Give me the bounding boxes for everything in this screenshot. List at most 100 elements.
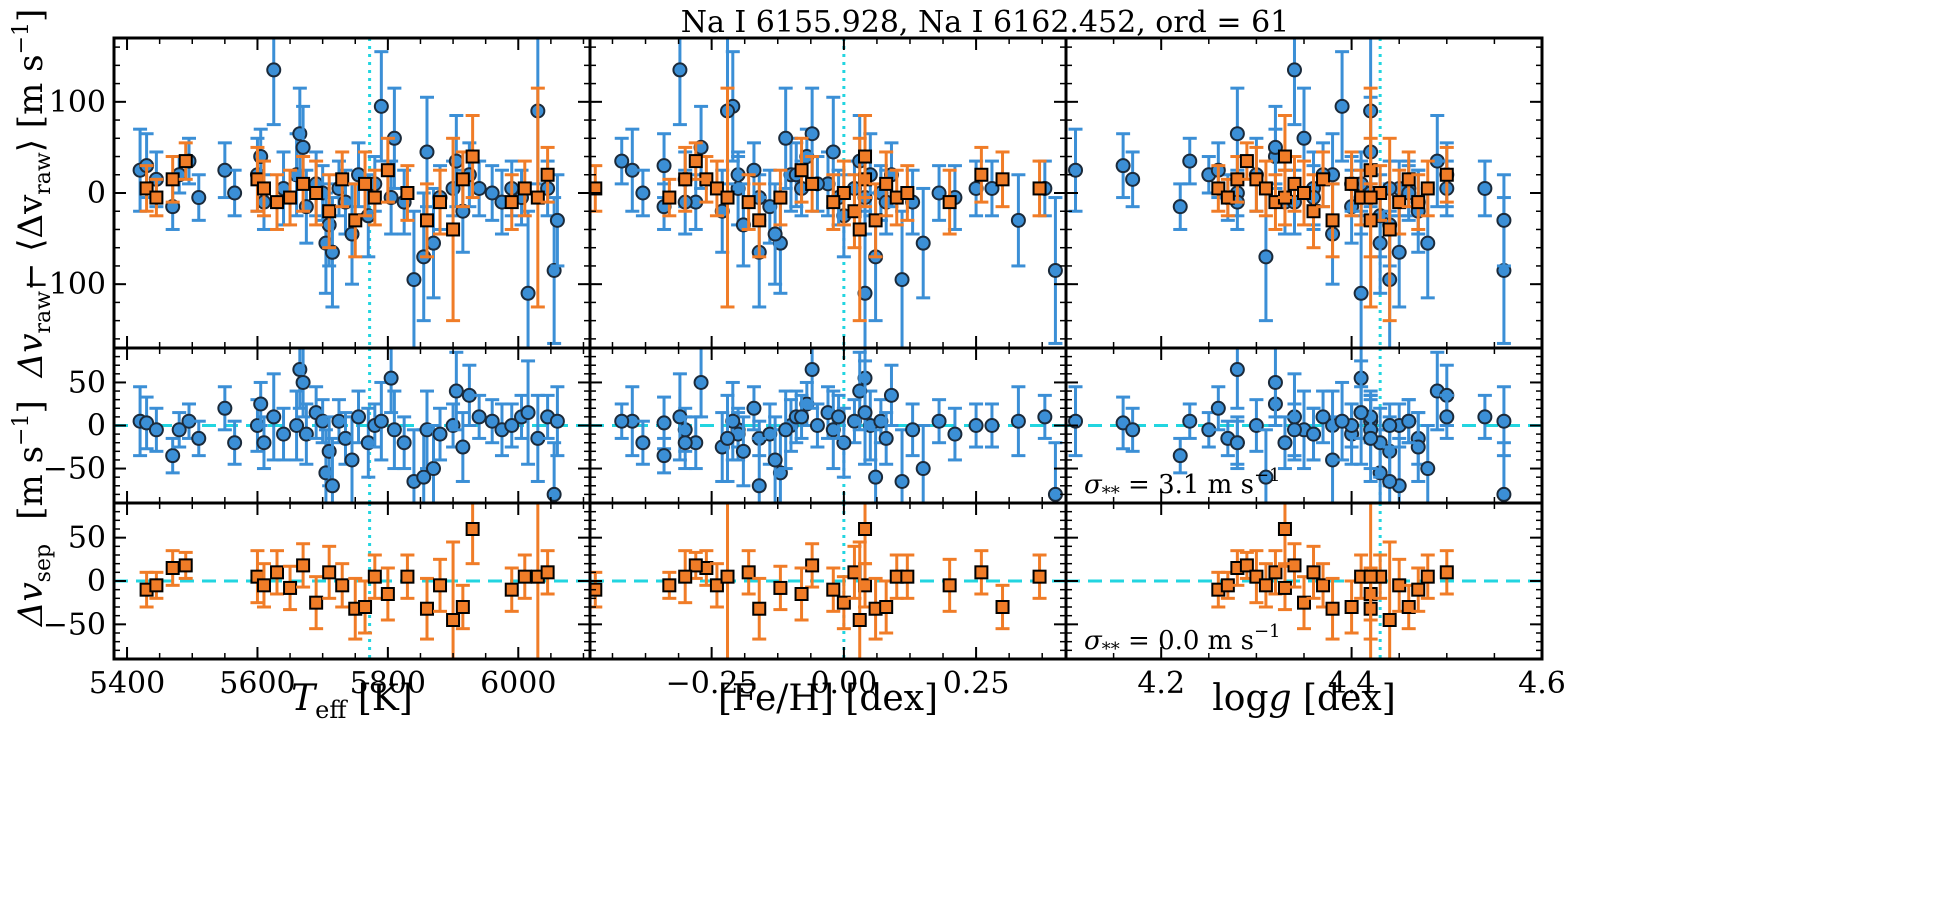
blue-point bbox=[878, 411, 894, 466]
circle-marker bbox=[720, 430, 736, 446]
square-marker bbox=[283, 580, 298, 595]
blue-point bbox=[530, 393, 546, 483]
panel-raw-logg bbox=[1064, 36, 1544, 350]
orange-point bbox=[419, 182, 434, 259]
circle-marker bbox=[1172, 199, 1188, 215]
blue-point bbox=[931, 398, 947, 445]
circle-marker bbox=[1334, 98, 1350, 114]
square-marker bbox=[419, 213, 434, 228]
orange-point bbox=[1249, 145, 1264, 213]
orange-point bbox=[1306, 544, 1321, 600]
blue-point bbox=[1315, 389, 1331, 445]
square-marker bbox=[805, 558, 820, 573]
blue-point bbox=[894, 428, 910, 503]
square-marker bbox=[504, 582, 519, 597]
y-tick-label: 0 bbox=[87, 564, 106, 599]
square-marker bbox=[995, 600, 1010, 614]
blue-point bbox=[295, 348, 311, 419]
panel-raw-feh bbox=[588, 36, 1068, 350]
circle-marker bbox=[614, 413, 630, 429]
x-label-feh: [Fe/H] [dex] bbox=[718, 678, 938, 719]
blue-point bbox=[266, 38, 282, 127]
orange-point bbox=[165, 549, 180, 587]
circle-marker bbox=[148, 422, 164, 438]
orange-point bbox=[1277, 503, 1292, 566]
plot-area bbox=[590, 38, 1063, 348]
circle-marker bbox=[1353, 405, 1369, 421]
square-marker bbox=[868, 213, 883, 228]
square-marker bbox=[678, 569, 693, 584]
square-marker bbox=[348, 213, 363, 228]
orange-point bbox=[741, 549, 756, 596]
blue-point bbox=[1382, 402, 1398, 449]
square-marker bbox=[1268, 565, 1283, 580]
blue-point bbox=[1125, 406, 1141, 453]
square-marker bbox=[149, 190, 164, 205]
blue-point bbox=[165, 436, 181, 475]
square-marker bbox=[688, 154, 703, 169]
x-tick-label: 6000 bbox=[480, 666, 556, 701]
square-marker bbox=[517, 181, 532, 196]
blue-point bbox=[883, 363, 899, 427]
blue-point bbox=[1267, 348, 1283, 419]
square-marker bbox=[419, 601, 434, 616]
square-marker bbox=[1382, 222, 1397, 237]
orange-point bbox=[504, 173, 519, 231]
orange-point bbox=[165, 155, 180, 204]
orange-point bbox=[433, 557, 448, 613]
circle-marker bbox=[1296, 130, 1312, 146]
blue-point bbox=[344, 415, 360, 503]
square-marker bbox=[1220, 190, 1235, 205]
x-tick-label: 5400 bbox=[89, 666, 165, 701]
blue-point bbox=[1353, 359, 1369, 466]
x-tick-label: 5600 bbox=[219, 666, 295, 701]
circle-marker bbox=[931, 185, 947, 201]
square-marker bbox=[358, 176, 373, 191]
x-tick-label: 4.2 bbox=[1137, 666, 1185, 701]
orange-point bbox=[322, 173, 337, 250]
blue-point bbox=[1037, 393, 1053, 440]
circle-marker bbox=[751, 478, 767, 494]
square-marker bbox=[540, 565, 555, 580]
blue-point bbox=[396, 168, 412, 236]
x-tick-label: 5800 bbox=[350, 666, 426, 701]
orange-point bbox=[794, 566, 809, 622]
orange-point bbox=[688, 550, 703, 580]
orange-point bbox=[678, 145, 693, 213]
blue-point bbox=[624, 385, 640, 458]
orange-point bbox=[400, 553, 415, 600]
circle-marker bbox=[419, 144, 435, 160]
square-marker bbox=[662, 190, 677, 205]
blue-point bbox=[1182, 136, 1198, 186]
square-marker bbox=[1316, 172, 1331, 187]
circle-marker bbox=[746, 400, 762, 416]
circle-marker bbox=[165, 448, 181, 464]
circle-marker bbox=[968, 418, 984, 433]
circle-marker bbox=[1068, 413, 1084, 429]
orange-point bbox=[741, 173, 756, 231]
circle-marker bbox=[984, 180, 1000, 196]
circle-marker bbox=[794, 409, 810, 425]
square-marker bbox=[662, 578, 677, 593]
blue-point bbox=[1363, 393, 1379, 483]
orange-point bbox=[283, 168, 298, 227]
circle-marker bbox=[804, 126, 820, 142]
square-marker bbox=[995, 172, 1010, 187]
square-marker bbox=[178, 558, 193, 573]
square-marker bbox=[296, 176, 311, 191]
orange-point bbox=[1249, 549, 1264, 605]
blue-point bbox=[1115, 132, 1131, 200]
square-marker bbox=[900, 186, 915, 200]
blue-point bbox=[1277, 415, 1293, 471]
orange-point bbox=[178, 550, 193, 580]
square-marker bbox=[879, 600, 894, 614]
orange-point bbox=[662, 177, 677, 218]
blue-point bbox=[905, 402, 921, 458]
blue-point bbox=[445, 402, 461, 449]
orange-point bbox=[380, 136, 395, 204]
blue-point bbox=[1477, 159, 1493, 218]
square-marker bbox=[879, 176, 894, 191]
circle-marker bbox=[256, 435, 272, 451]
orange-point bbox=[858, 503, 873, 566]
